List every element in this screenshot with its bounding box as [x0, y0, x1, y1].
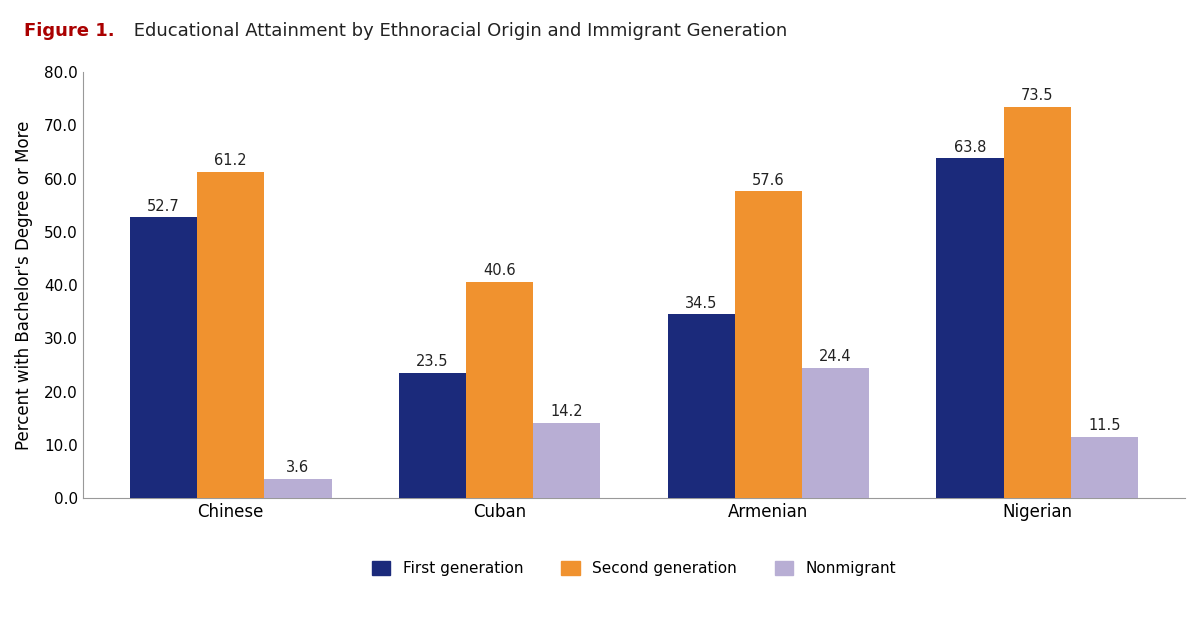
- Bar: [936, 158, 1003, 498]
- Text: 23.5: 23.5: [416, 354, 449, 369]
- Text: 11.5: 11.5: [1088, 418, 1121, 433]
- Text: 34.5: 34.5: [685, 295, 718, 311]
- Legend: First generation, Second generation, Nonmigrant: First generation, Second generation, Non…: [372, 561, 896, 576]
- Text: 40.6: 40.6: [484, 263, 516, 278]
- Bar: [130, 218, 197, 498]
- Bar: [1003, 107, 1070, 498]
- Bar: [533, 422, 600, 498]
- Text: Educational Attainment by Ethnoracial Origin and Immigrant Generation: Educational Attainment by Ethnoracial Or…: [128, 22, 787, 40]
- Bar: [264, 479, 331, 498]
- Text: 52.7: 52.7: [148, 198, 180, 214]
- Bar: [734, 191, 802, 498]
- Text: 57.6: 57.6: [752, 173, 785, 188]
- Text: 61.2: 61.2: [215, 154, 247, 168]
- Text: 63.8: 63.8: [954, 140, 986, 154]
- Bar: [667, 315, 734, 498]
- Text: 14.2: 14.2: [551, 404, 583, 419]
- Text: 3.6: 3.6: [287, 460, 310, 475]
- Bar: [802, 368, 869, 498]
- Text: 73.5: 73.5: [1021, 88, 1054, 103]
- Bar: [197, 172, 264, 498]
- Text: Figure 1.: Figure 1.: [24, 22, 115, 40]
- Bar: [1070, 437, 1138, 498]
- Text: 24.4: 24.4: [820, 350, 852, 364]
- Bar: [466, 282, 533, 498]
- Bar: [398, 373, 466, 498]
- Y-axis label: Percent with Bachelor's Degree or More: Percent with Bachelor's Degree or More: [16, 121, 34, 450]
